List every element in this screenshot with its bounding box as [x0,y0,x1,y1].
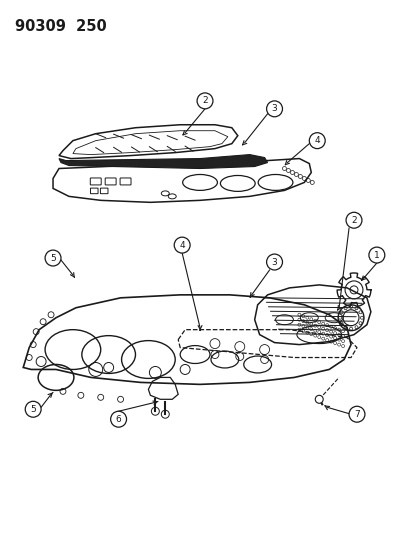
Text: 90309  250: 90309 250 [15,19,107,34]
Text: 4: 4 [314,136,319,145]
Circle shape [45,250,61,266]
Text: 5: 5 [50,254,56,263]
Text: 2: 2 [202,96,207,106]
Circle shape [266,254,282,270]
Text: 2: 2 [350,216,356,225]
Circle shape [25,401,41,417]
Text: 1: 1 [373,251,379,260]
Circle shape [197,93,212,109]
Circle shape [174,237,190,253]
Text: 7: 7 [353,410,359,419]
Circle shape [368,247,384,263]
Text: 6: 6 [116,415,121,424]
Circle shape [315,395,323,403]
Polygon shape [59,155,267,168]
Text: 3: 3 [271,257,277,266]
Circle shape [345,212,361,228]
Circle shape [348,406,364,422]
Circle shape [110,411,126,427]
Circle shape [309,133,325,149]
Text: 5: 5 [30,405,36,414]
Text: 4: 4 [179,240,185,249]
Circle shape [266,101,282,117]
Text: 3: 3 [271,104,277,114]
